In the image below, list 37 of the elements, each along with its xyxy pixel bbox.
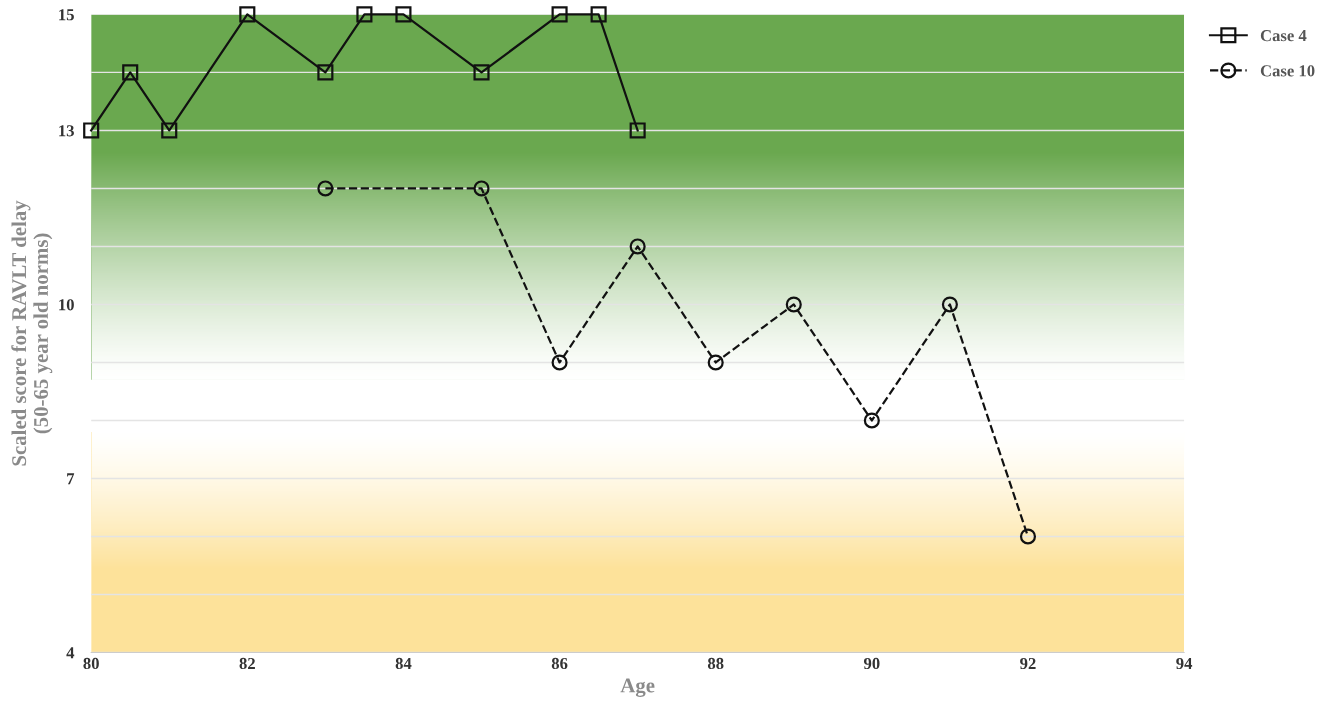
point (161, 122, 178, 139)
x-tick-label: 92 (1020, 657, 1036, 670)
point (863, 412, 880, 429)
x-tick-label: 90 (863, 657, 880, 670)
point (83, 122, 100, 139)
point (122, 64, 139, 81)
x-tick-label: 84 (395, 657, 412, 670)
point (473, 64, 490, 81)
point (395, 6, 412, 23)
point (551, 354, 568, 371)
point (941, 296, 958, 313)
x-tick-label: 82 (239, 657, 255, 670)
point (590, 6, 607, 23)
legend-label: Case 4 (1260, 30, 1307, 42)
x-axis-title: Age (620, 678, 655, 697)
y-tick-label: 7 (67, 473, 75, 485)
point (239, 6, 256, 23)
x-tick-label: 88 (707, 657, 724, 670)
point (551, 6, 568, 23)
point (473, 180, 490, 197)
point (629, 122, 646, 139)
x-tick-label: 94 (1176, 657, 1193, 670)
point (1019, 528, 1037, 545)
point (317, 64, 334, 81)
y-tick-label: 10 (59, 299, 74, 311)
y-tick-label: 4 (66, 647, 75, 659)
point (356, 6, 373, 23)
y-tick-label: 15 (59, 9, 74, 21)
legend-label: Case 10 (1260, 65, 1315, 77)
point (317, 180, 334, 197)
point (629, 238, 646, 255)
x-tick-label: 86 (551, 657, 568, 670)
y-axis-title: Scaled score for RAVLT delay (50-65 year old norms) (11, 200, 53, 466)
point (785, 296, 802, 313)
point (707, 354, 724, 371)
x-tick-label: 80 (83, 657, 99, 670)
y-tick-label: 13 (59, 125, 74, 137)
